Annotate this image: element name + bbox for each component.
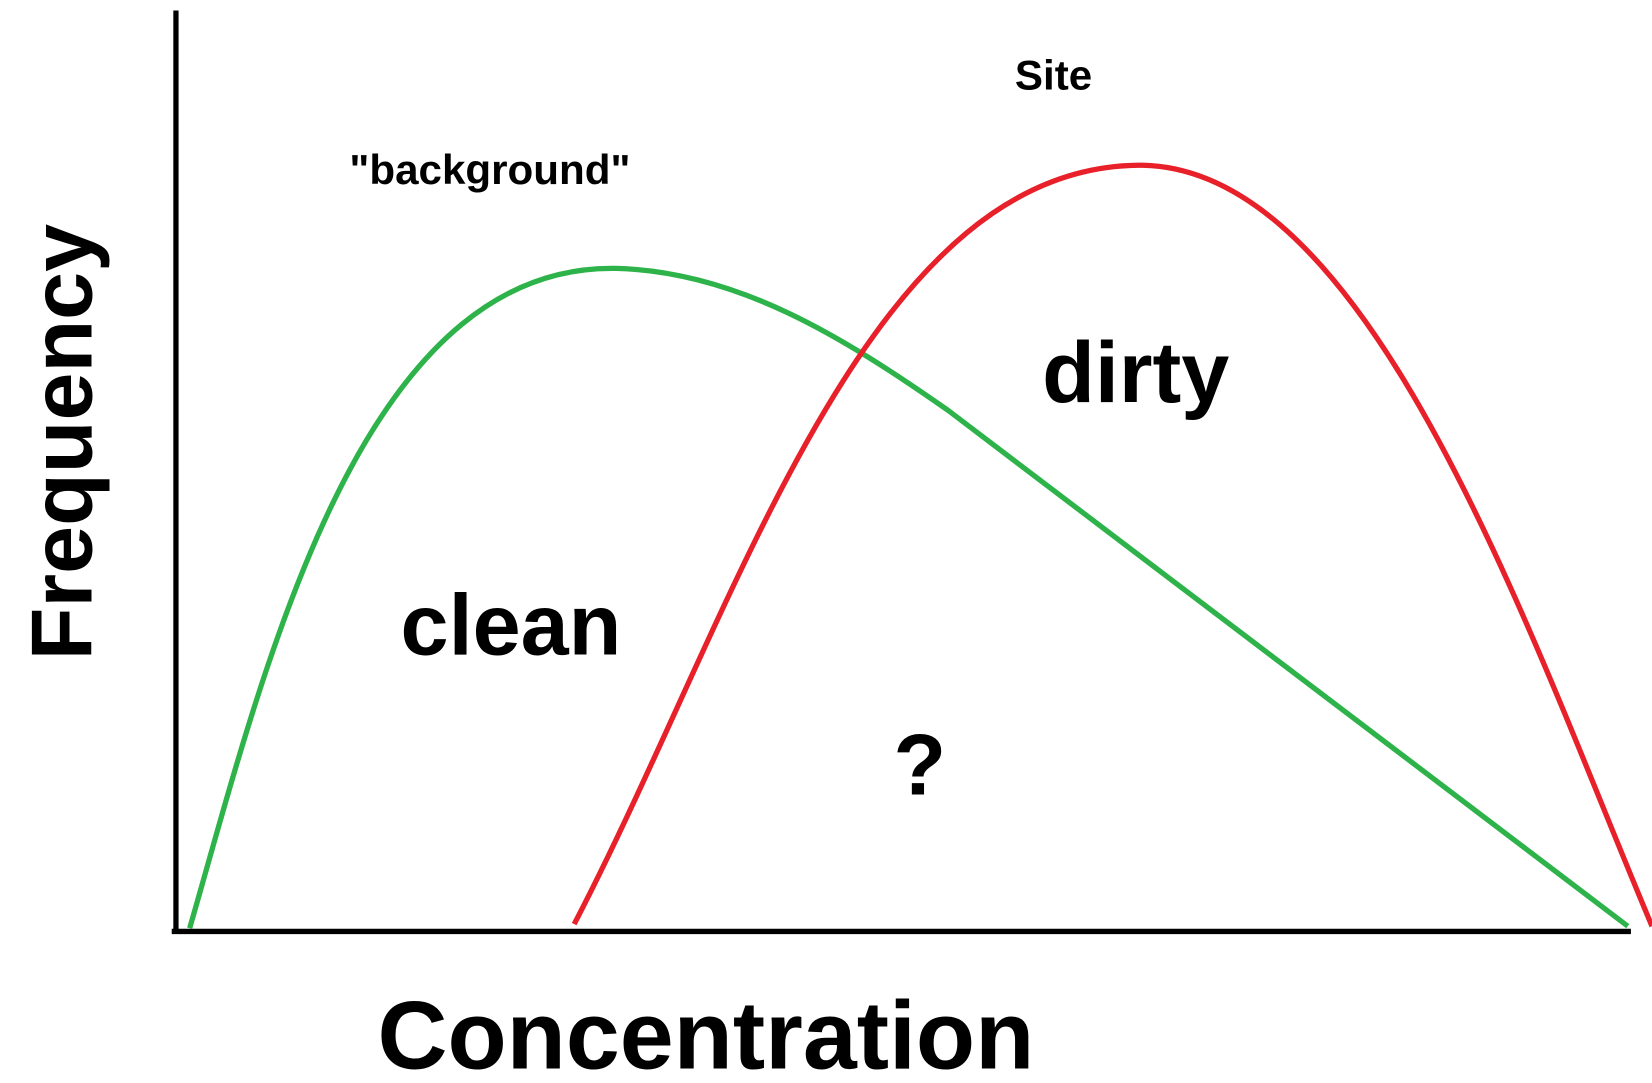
curve-label: Site (1015, 51, 1092, 98)
curve-label: "background" (349, 146, 630, 193)
background-curve (187, 265, 1630, 930)
site-curve (571, 162, 1652, 928)
y-axis-label: Frequency (14, 224, 110, 660)
region-label: dirty (1042, 325, 1229, 421)
x-axis-label: Concentration (377, 980, 1034, 1083)
region-label: ? (893, 718, 946, 814)
region-label: clean (401, 578, 622, 674)
